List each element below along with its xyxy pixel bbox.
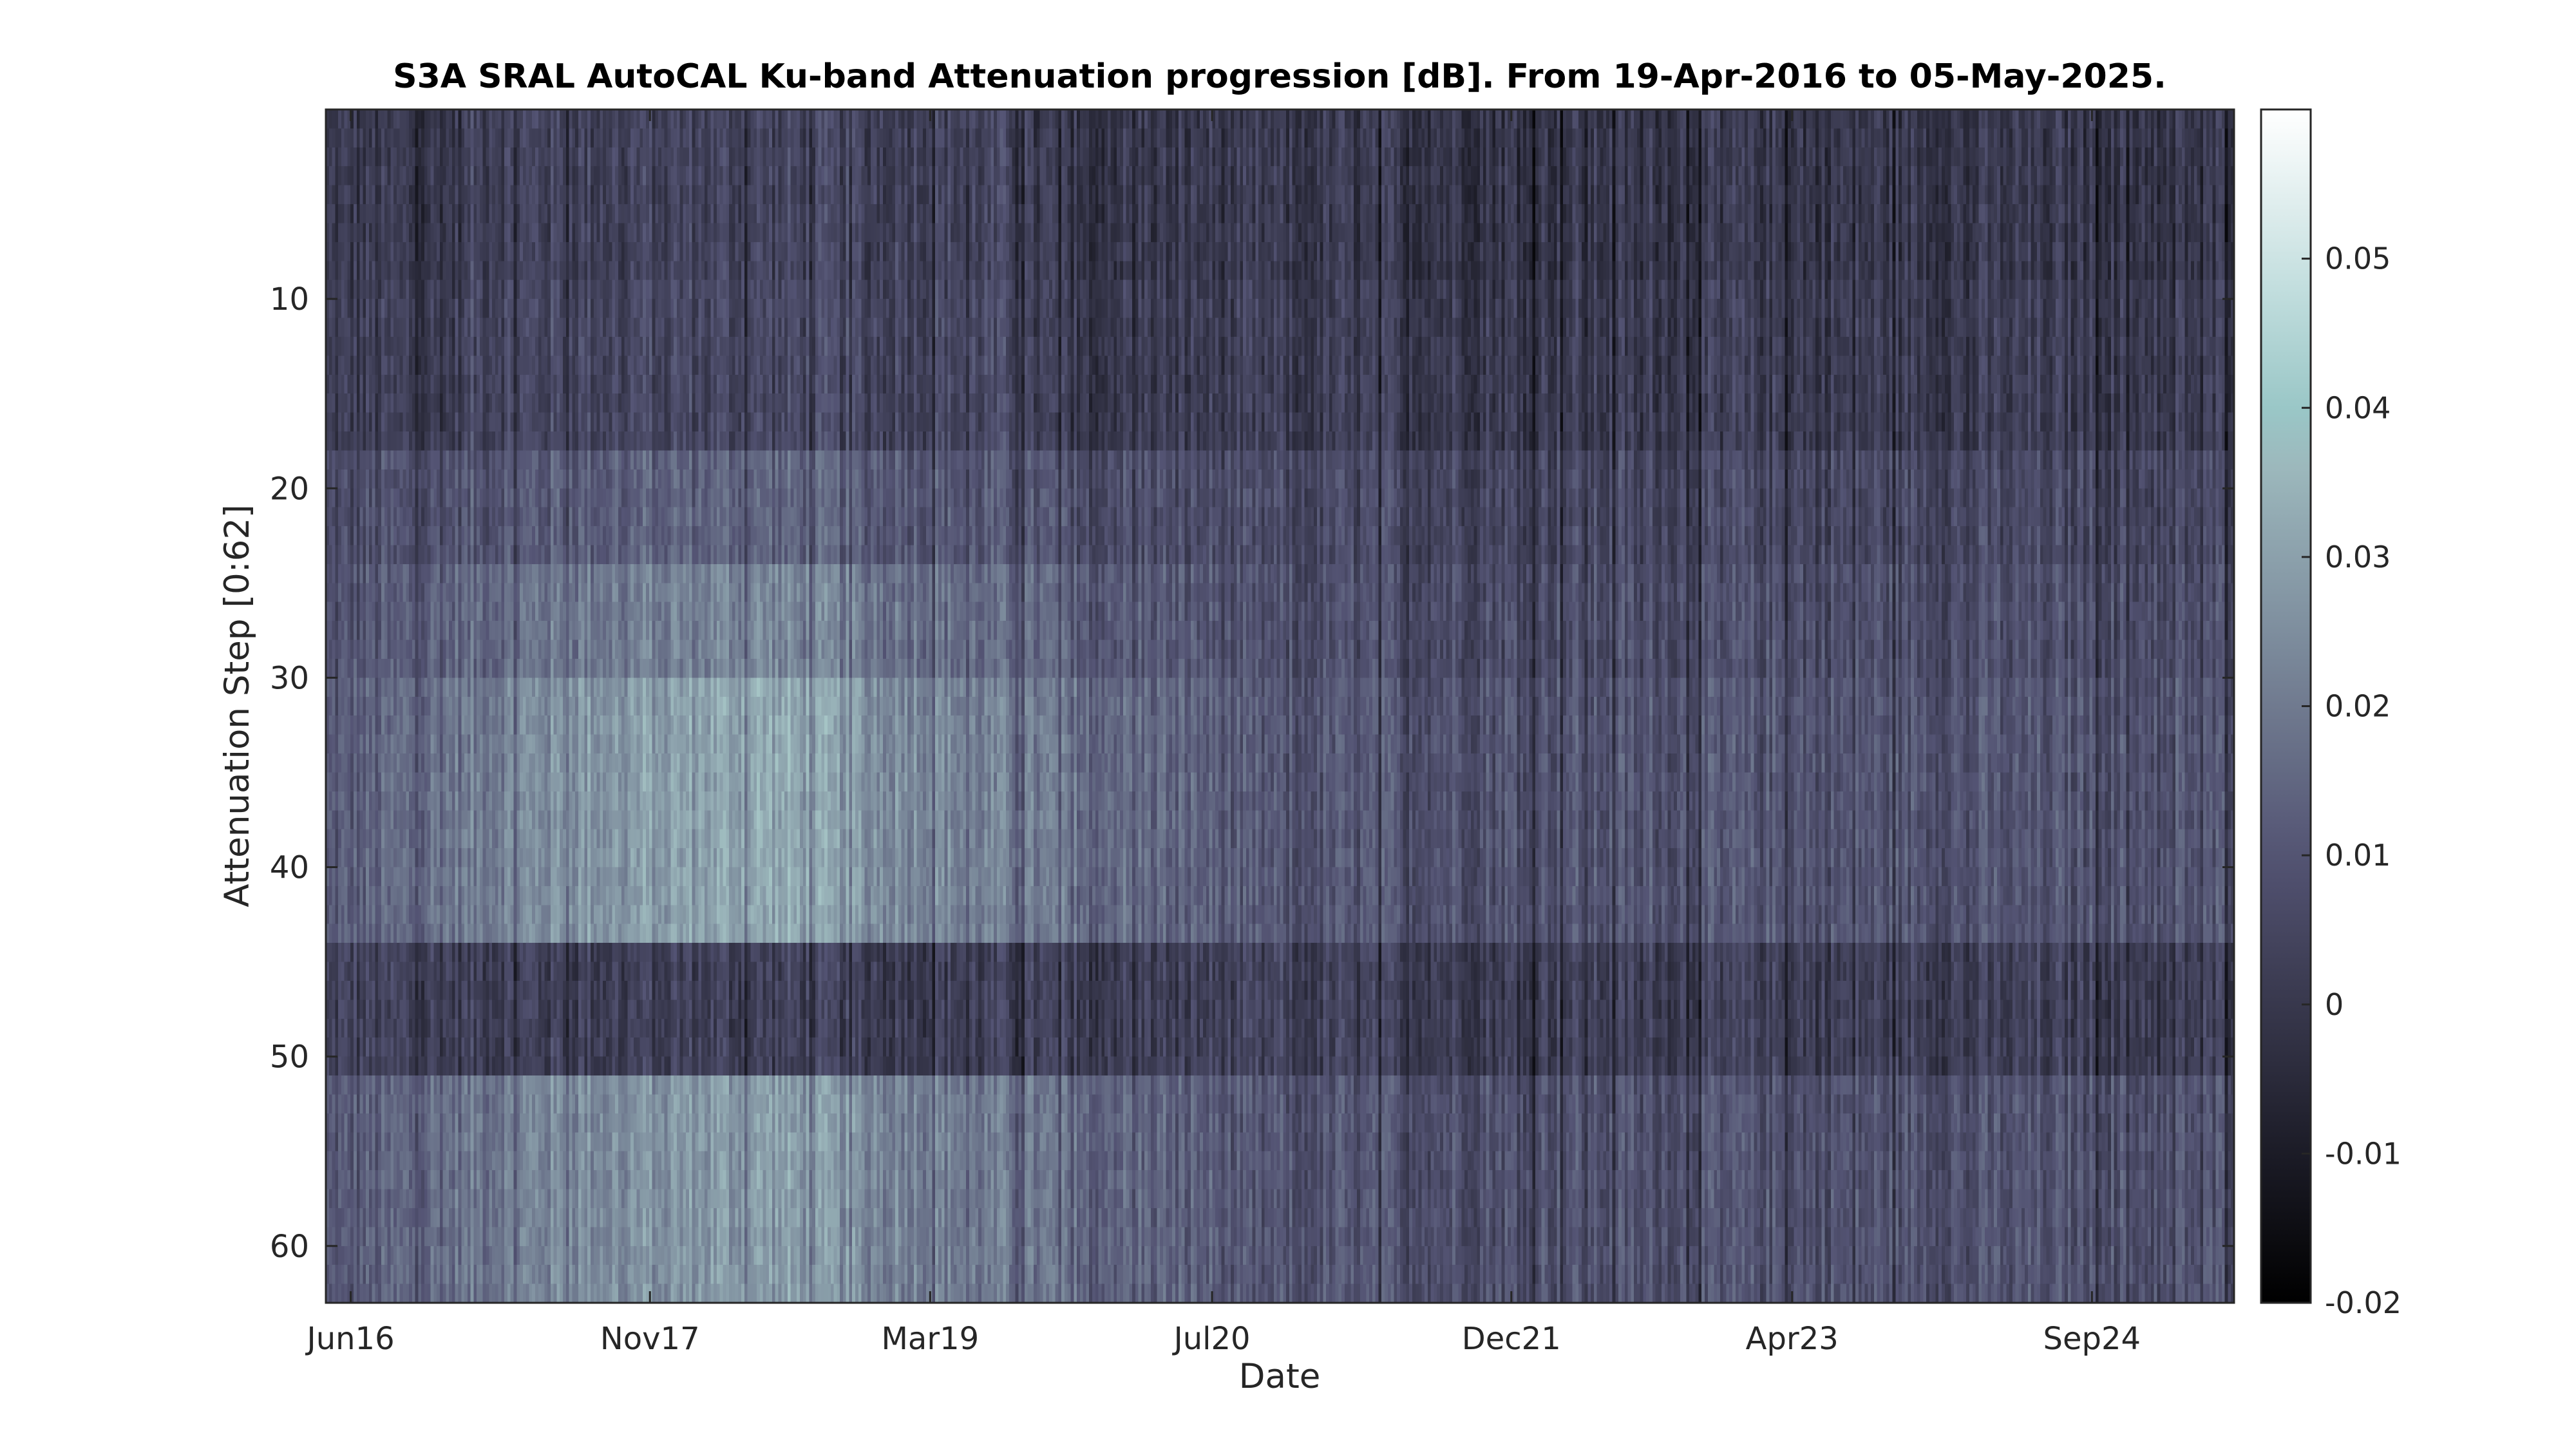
x-tick-label: Mar19	[882, 1321, 980, 1357]
x-tick-label: Dec21	[1462, 1321, 1561, 1357]
y-tick-label: 10	[270, 281, 309, 317]
x-tick-label: Jun16	[305, 1321, 395, 1357]
y-axis: 10 20 30 40 50 60	[270, 281, 2234, 1265]
y-axis-label: Attenuation Step [0:62]	[218, 504, 257, 907]
colorbar-tick-label: 0.01	[2325, 838, 2391, 873]
x-tick-label: Nov17	[600, 1321, 700, 1357]
y-tick-label: 50	[270, 1039, 309, 1075]
colorbar-tick-label: -0.02	[2325, 1285, 2401, 1320]
x-tick-label: Sep24	[2043, 1321, 2141, 1357]
colorbar-tick-label: 0.05	[2325, 242, 2391, 276]
colorbar-ticks: -0.02 -0.01 0 0.01 0.02 0.03 0.04 0.05	[2302, 242, 2401, 1320]
y-tick-label: 40	[270, 850, 309, 886]
x-tick-label: Jul20	[1172, 1321, 1251, 1357]
colorbar-tick-label: 0	[2325, 987, 2344, 1022]
y-tick-label: 20	[270, 471, 309, 507]
x-axis: Jun16 Nov17 Mar19 Jul20 Dec21 Apr23 Sep24	[305, 109, 2141, 1357]
colorbar-tick-label: 0.02	[2325, 689, 2391, 724]
plot-frame	[325, 108, 2235, 1304]
heatmap-plot	[325, 108, 2235, 1304]
colorbar-tick-label: -0.01	[2325, 1136, 2401, 1171]
x-tick-label: Apr23	[1746, 1321, 1839, 1357]
y-tick-label: 60	[270, 1229, 309, 1265]
colorbar-tick-label: 0.03	[2325, 540, 2391, 574]
heatmap-cells	[326, 109, 2234, 1303]
y-tick-label: 30	[270, 660, 309, 696]
x-axis-label: Date	[1239, 1357, 1321, 1396]
colorbar: -0.02 -0.01 0 0.01 0.02 0.03 0.04 0.05	[2260, 108, 2401, 1320]
colorbar-tick-label: 0.04	[2325, 390, 2391, 425]
chart-title: S3A SRAL AutoCAL Ku-band Attenuation pro…	[393, 57, 2166, 96]
